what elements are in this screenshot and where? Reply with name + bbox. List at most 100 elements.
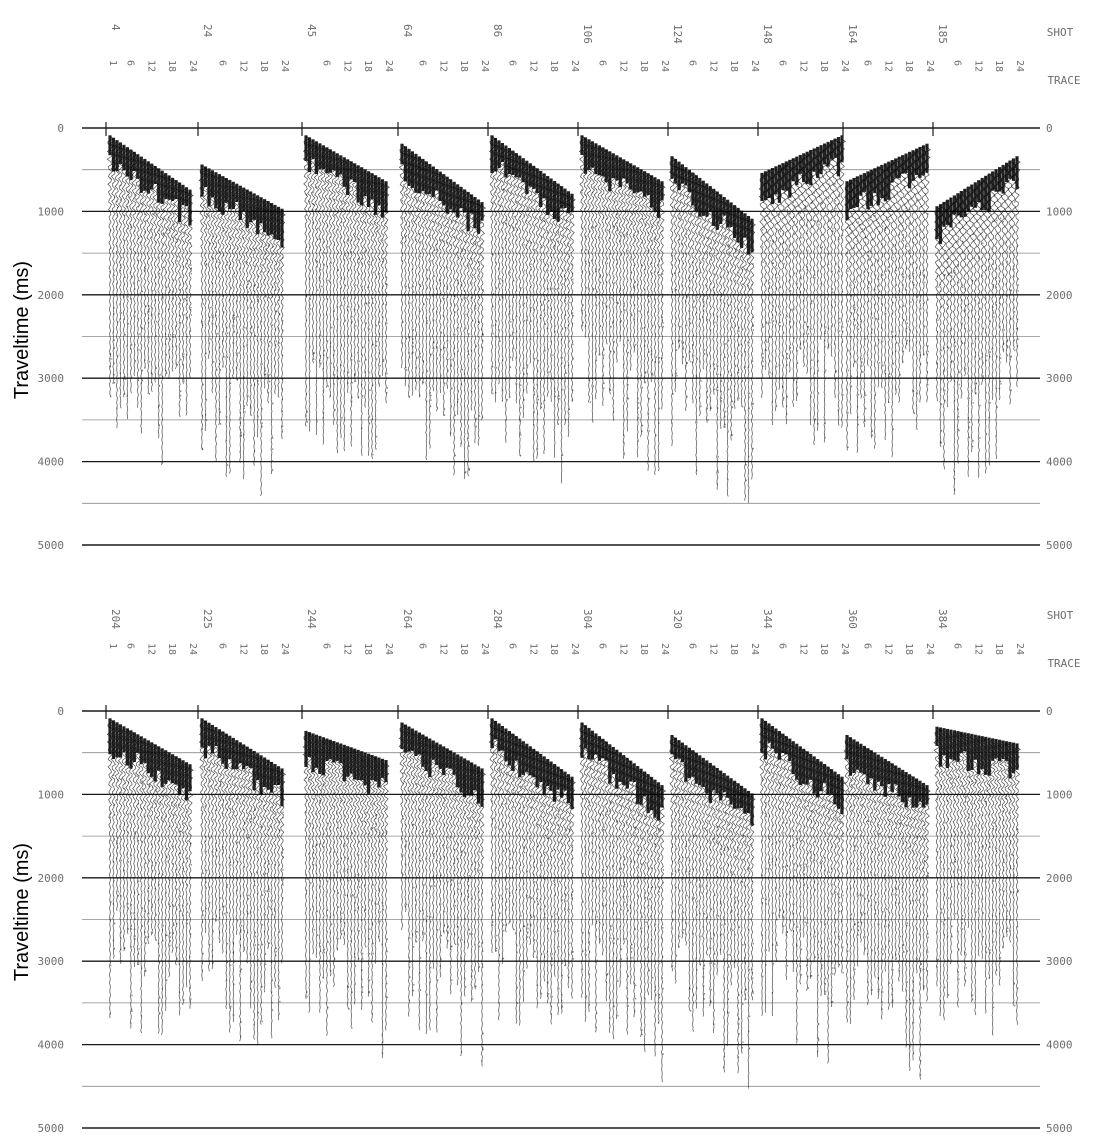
trace-speckle: [728, 953, 730, 956]
trace-speckle: [162, 296, 164, 298]
trace-speckle: [637, 397, 639, 400]
trace-speckle: [126, 395, 128, 397]
trace-wiggle: [182, 762, 190, 988]
trace-speckle: [730, 279, 732, 282]
trace-speckle: [468, 353, 470, 356]
trace-speckle: [162, 376, 164, 378]
trace-speckle: [849, 353, 851, 355]
trace-speckle: [995, 267, 998, 270]
trace-speckle: [519, 919, 521, 921]
trace-speckle: [371, 900, 373, 902]
trace-speckle: [190, 308, 192, 311]
trace-speckle: [124, 376, 126, 378]
trace-speckle: [744, 421, 747, 424]
trace-speckle: [330, 342, 332, 344]
trace-speckle: [923, 211, 926, 214]
trace-speckle: [227, 464, 229, 466]
trace-label: 6: [124, 60, 135, 66]
first-arrival-mark: [410, 151, 414, 189]
trace-speckle: [368, 991, 370, 994]
trace-speckle: [804, 204, 806, 207]
trace-speckle: [871, 332, 873, 334]
trace-speckle: [492, 924, 494, 926]
trace-speckle: [374, 814, 377, 817]
trace-speckle: [685, 802, 687, 804]
trace-speckle: [710, 937, 713, 940]
trace-speckle: [541, 304, 543, 306]
trace-speckle: [640, 849, 642, 851]
trace-speckle: [655, 356, 657, 358]
trace-speckle: [912, 299, 914, 301]
trace-speckle: [971, 279, 973, 282]
trace-speckle: [257, 1011, 260, 1014]
trace-speckle: [571, 322, 574, 325]
trace-speckle: [419, 854, 421, 857]
trace-speckle: [903, 319, 905, 321]
first-arrival-mark: [587, 727, 591, 760]
trace-wiggle: [168, 754, 176, 954]
trace-speckle: [541, 406, 543, 409]
trace-speckle: [612, 226, 614, 228]
trace-speckle: [944, 250, 946, 252]
trace-speckle: [940, 388, 942, 391]
trace-speckle: [602, 315, 604, 318]
trace-speckle: [309, 313, 311, 315]
trace-speckle: [275, 960, 277, 963]
trace-speckle: [953, 489, 955, 491]
trace-speckle: [306, 799, 308, 802]
trace-speckle: [713, 934, 715, 936]
first-arrival-mark: [566, 191, 571, 213]
trace-speckle: [268, 244, 270, 246]
trace-speckle: [605, 904, 608, 906]
trace-speckle: [243, 407, 245, 410]
trace-speckle: [564, 300, 566, 302]
trace-speckle: [789, 275, 791, 278]
trace-speckle: [336, 329, 338, 332]
trace-speckle: [696, 913, 698, 916]
trace-speckle: [162, 266, 164, 269]
trace-speckle: [254, 852, 256, 855]
trace-speckle: [152, 932, 154, 934]
trace-speckle: [316, 259, 318, 262]
first-arrival-mark: [719, 194, 723, 224]
trace-speckle: [148, 336, 150, 339]
trace-speckle: [305, 893, 307, 895]
trace-wiggle: [581, 726, 589, 1022]
trace-speckle: [166, 232, 168, 235]
trace-speckle: [813, 372, 815, 375]
trace-speckle: [172, 223, 174, 225]
trace-speckle: [141, 876, 143, 879]
first-arrival-mark: [521, 741, 525, 775]
trace-speckle: [547, 348, 549, 350]
trace-speckle: [426, 320, 428, 322]
trace-speckle: [598, 820, 600, 823]
trace-speckle: [650, 915, 652, 917]
trace-speckle: [619, 287, 621, 290]
trace-speckle: [268, 341, 271, 343]
trace-speckle: [261, 363, 263, 365]
trace-speckle: [863, 228, 865, 230]
trace-speckle: [503, 929, 505, 932]
gather-traces-106: [578, 135, 666, 475]
trace-speckle: [158, 961, 160, 964]
trace-speckle: [267, 245, 269, 247]
trace-speckle: [888, 209, 890, 211]
trace-speckle: [909, 277, 911, 279]
trace-speckle: [592, 880, 594, 882]
trace-speckle: [419, 870, 421, 873]
trace-speckle: [134, 251, 137, 254]
trace-speckle: [440, 375, 442, 377]
trace-speckle: [638, 814, 640, 817]
trace-speckle: [408, 351, 410, 354]
trace-speckle: [868, 219, 870, 222]
trace-speckle: [626, 904, 629, 906]
trace-speckle: [786, 209, 788, 211]
trace-speckle: [244, 821, 246, 824]
trace-wiggle: [827, 141, 835, 357]
trace-speckle: [478, 268, 480, 270]
trace-speckle: [375, 448, 377, 450]
trace-speckle: [647, 250, 649, 253]
first-arrival-mark: [966, 186, 970, 212]
trace-speckle: [710, 329, 712, 331]
trace-speckle: [482, 1032, 484, 1035]
